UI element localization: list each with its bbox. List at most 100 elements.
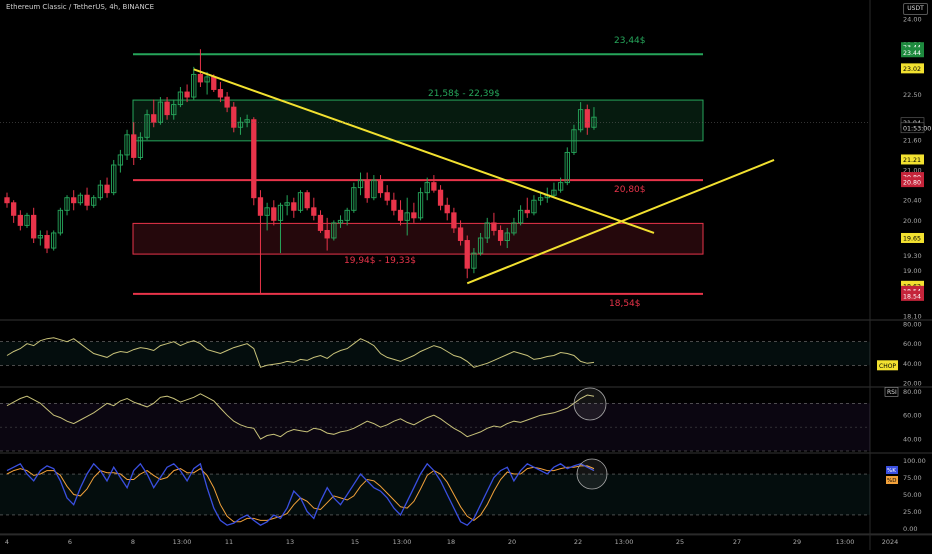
stoch-d-badge-bg (886, 476, 898, 484)
CHOP-tick-label: 80.00 (903, 320, 922, 328)
ascending-trendline (466, 159, 775, 285)
candle-body (317, 214, 324, 231)
x-tick-label: 13 (286, 538, 294, 546)
candle-body (511, 222, 517, 234)
candle-body (297, 192, 304, 211)
candle-body (271, 207, 277, 221)
price-tag (901, 290, 924, 301)
candle-body (77, 194, 84, 204)
x-tick-label: 13:00 (173, 538, 192, 546)
x-tick-label: 8 (131, 538, 135, 546)
candle-body (164, 101, 170, 116)
x-tick-label: 22 (574, 538, 582, 546)
candle-body (277, 204, 284, 221)
candle-body (71, 197, 77, 204)
price-tag (901, 232, 924, 243)
resistance-label: 23,44$ (614, 36, 646, 46)
candle-body (417, 192, 424, 219)
candle-body (197, 73, 204, 83)
candle-body (391, 199, 397, 211)
candle-body (24, 214, 30, 226)
price-tick-label: 21.00 (903, 167, 922, 175)
stoch-k-line (6, 462, 595, 526)
candle-body (431, 182, 437, 191)
candle-body (44, 235, 50, 249)
rsi-badge-bg (884, 387, 899, 397)
StochRSI-band (0, 474, 870, 515)
price-tag (901, 47, 924, 58)
rsi-highlight-circle (573, 387, 607, 421)
x-tick-label: 15 (351, 538, 359, 546)
candle-body (37, 235, 44, 239)
price-tag (901, 42, 924, 53)
candle-body (497, 229, 504, 241)
candle-body (217, 89, 224, 98)
candle-body (237, 121, 244, 128)
candle-body (584, 109, 590, 128)
support-mid-label: 20,80$ (614, 185, 646, 195)
price-tag-text: 19.65 (903, 235, 921, 242)
x-tick-label: 2024 (882, 538, 899, 546)
price-tag-text: 20.80 (903, 180, 921, 187)
candle-body (257, 197, 264, 216)
price-tag-text: 21.21 (903, 157, 921, 164)
x-tick-label: 29 (793, 538, 801, 546)
StochRSI-tick-label: 25.00 (903, 508, 922, 516)
candle-body (491, 222, 497, 231)
x-tick-label: 18 (447, 538, 455, 546)
candle-body (437, 189, 444, 206)
candle-body (377, 179, 384, 194)
candle-body (137, 136, 144, 158)
price-tag (900, 122, 925, 134)
StochRSI-tick-label: 50.00 (903, 491, 922, 499)
price-tag-text: 23.02 (903, 66, 921, 73)
candle-body (577, 109, 584, 131)
candle-body (484, 222, 490, 239)
candle-body (251, 119, 257, 199)
candle-body (404, 212, 410, 221)
price-tick-label: 18.10 (903, 313, 922, 321)
stoch-d-badge: %D (887, 478, 896, 484)
candle-body (51, 232, 57, 249)
candle-body (517, 209, 524, 224)
red-zone-label: 19,94$ - 19,33$ (344, 256, 416, 266)
candle-body (591, 116, 597, 128)
price-tag (901, 285, 924, 296)
x-tick-label: 11 (225, 538, 233, 546)
candle-body (11, 202, 17, 216)
candle-body (477, 237, 484, 254)
candle-body (124, 134, 130, 156)
x-tick-label: 4 (5, 538, 9, 546)
stoch-k-badge-bg (886, 466, 898, 474)
candle-body (117, 154, 124, 166)
rsi-line (6, 393, 595, 440)
price-tag (901, 63, 924, 74)
candle-body (451, 212, 457, 229)
candle-body (411, 212, 417, 219)
price-tag-text: 18.54 (903, 293, 921, 300)
candle-body (471, 252, 477, 269)
candle-body (424, 182, 430, 194)
support-low-label: 18,54$ (609, 299, 641, 309)
price-tick-label: 19.00 (903, 267, 922, 275)
candle-body (311, 207, 317, 216)
candle-body (371, 179, 377, 199)
CHOP-tick-label: 20.00 (903, 380, 922, 388)
currency-button[interactable]: USDT (903, 3, 928, 15)
green-zone-label: 21,58$ - 22,39$ (428, 89, 500, 99)
x-tick-label: 13:00 (393, 538, 412, 546)
price-tag (901, 154, 924, 165)
x-tick-label: 13:00 (615, 538, 634, 546)
candle-body (191, 73, 197, 98)
price-tick-label: 22.50 (903, 91, 922, 99)
candle-body (364, 179, 370, 199)
candle-body (157, 101, 164, 123)
candle-body (151, 114, 157, 123)
candle-body (131, 134, 137, 158)
RSI-tick-label: 60.00 (903, 412, 922, 420)
candle-body (351, 187, 357, 211)
CHOP-tick-label: 60.00 (903, 340, 922, 348)
candle-body (97, 184, 104, 199)
candle-body (211, 76, 217, 90)
